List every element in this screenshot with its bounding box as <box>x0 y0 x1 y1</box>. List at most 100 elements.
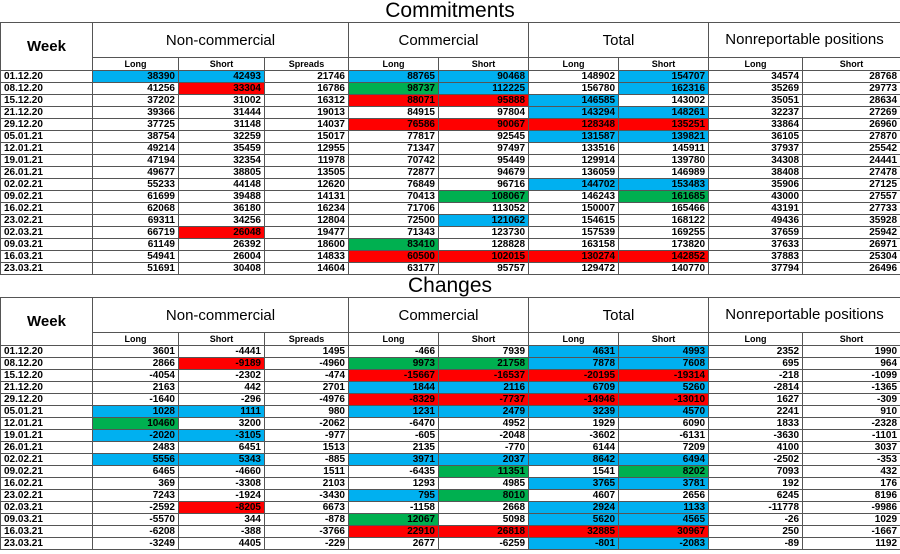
table-row: 23.02.21 7243 -1924 -3430 795 8010 4607 2656 624… <box>0 489 900 502</box>
value-cell: 33864 <box>708 118 804 131</box>
table-row: 26.01.21 2483 6451 1513 2135 -770 6144 7209 4100… <box>0 441 900 454</box>
value-cell: 5098 <box>437 513 530 526</box>
value-cell: 90468 <box>437 70 530 83</box>
value-cell: -6470 <box>348 417 439 430</box>
value-cell: 70742 <box>348 154 439 167</box>
value-cell: 38805 <box>178 166 265 179</box>
value-cell: 1511 <box>264 465 349 478</box>
value-cell: -1101 <box>802 429 900 442</box>
value-cell: 1541 <box>528 465 620 478</box>
value-cell: -1365 <box>802 381 900 394</box>
total-header: Total <box>528 22 710 58</box>
value-cell: -388 <box>178 525 265 538</box>
value-cell: 8010 <box>437 489 530 502</box>
value-cell: 66719 <box>92 226 179 239</box>
value-cell: 34574 <box>708 70 804 83</box>
commercial-header: Commercial <box>347 297 530 333</box>
week-date: 15.12.20 <box>0 369 93 382</box>
value-cell: 26004 <box>178 250 265 263</box>
week-date: 09.03.21 <box>0 513 93 526</box>
value-cell: 27870 <box>802 130 900 143</box>
value-cell: 76586 <box>348 118 439 131</box>
value-cell: -6259 <box>437 537 530 550</box>
table-row: 15.12.20 -4054 -2302 -474 -15667 -16537 -20195… <box>0 369 900 382</box>
value-cell: 157539 <box>528 226 620 239</box>
value-cell: 1029 <box>802 513 900 526</box>
value-cell: 25304 <box>802 250 900 263</box>
value-cell: 16234 <box>264 202 349 215</box>
value-cell: 6709 <box>528 381 620 394</box>
value-cell: 129914 <box>528 154 620 167</box>
value-cell: 61149 <box>92 238 179 251</box>
value-cell: -1924 <box>178 489 265 502</box>
value-cell: 113052 <box>437 202 530 215</box>
column-header: Short <box>618 332 710 346</box>
value-cell: 12955 <box>264 142 349 155</box>
week-date: 26.01.21 <box>0 441 93 454</box>
value-cell: 47194 <box>92 154 179 167</box>
week-date: 09.03.21 <box>0 238 93 251</box>
value-cell: 2037 <box>437 453 530 466</box>
value-cell: 42493 <box>178 70 265 83</box>
value-cell: 54941 <box>92 250 179 263</box>
value-cell: -2328 <box>802 417 900 430</box>
value-cell: 27125 <box>802 178 900 191</box>
value-cell: 13505 <box>264 166 349 179</box>
value-cell: 153483 <box>618 178 710 191</box>
value-cell: -20195 <box>528 369 620 382</box>
value-cell: 19477 <box>264 226 349 239</box>
value-cell: 83410 <box>348 238 439 251</box>
value-cell: 37202 <box>92 94 179 107</box>
value-cell: -2592 <box>92 501 179 514</box>
value-cell: 41256 <box>92 82 179 95</box>
value-cell: 154615 <box>528 214 620 227</box>
value-cell: -1667 <box>802 525 900 538</box>
value-cell: 142852 <box>618 250 710 263</box>
value-cell: 148261 <box>618 106 710 119</box>
value-cell: 5260 <box>618 381 710 394</box>
week-date: 19.01.21 <box>0 154 93 167</box>
week-date: 05.01.21 <box>0 130 93 143</box>
value-cell: 135251 <box>618 118 710 131</box>
table-row: 02.02.21 55233 44148 12620 76849 96716 144702 1… <box>0 178 900 191</box>
value-cell: 4631 <box>528 345 620 358</box>
value-cell: 37659 <box>708 226 804 239</box>
value-cell: 25542 <box>802 142 900 155</box>
value-cell: 7209 <box>618 441 710 454</box>
value-cell: 163158 <box>528 238 620 251</box>
value-cell: 16312 <box>264 94 349 107</box>
value-cell: 11351 <box>437 465 530 478</box>
week-date: 26.01.21 <box>0 166 93 179</box>
value-cell: -4441 <box>178 345 265 358</box>
value-cell: 69311 <box>92 214 179 227</box>
value-cell: 71706 <box>348 202 439 215</box>
value-cell: -801 <box>528 537 620 550</box>
table-row: 02.03.21 -2592 -8205 6673 -1158 2668 2924 1133-… <box>0 501 900 514</box>
value-cell: -218 <box>708 369 804 382</box>
value-cell: -19314 <box>618 369 710 382</box>
value-cell: 24441 <box>802 154 900 167</box>
value-cell: 8642 <box>528 453 620 466</box>
value-cell: -26 <box>708 513 804 526</box>
value-cell: 12620 <box>264 178 349 191</box>
value-cell: 28768 <box>802 70 900 83</box>
value-cell: 49436 <box>708 214 804 227</box>
nonreportable-header: Nonreportable positions <box>708 297 900 333</box>
week-date: 02.02.21 <box>0 453 93 466</box>
column-header: Long <box>348 332 439 346</box>
value-cell: 108067 <box>437 190 530 203</box>
value-cell: 39366 <box>92 106 179 119</box>
value-cell: -977 <box>264 429 349 442</box>
value-cell: 21758 <box>437 357 530 370</box>
column-header: Short <box>802 57 900 71</box>
column-header: Long <box>348 57 439 71</box>
table-row: 08.12.20 41256 33304 16786 98737 112225 156780… <box>0 82 900 95</box>
value-cell: 162316 <box>618 82 710 95</box>
value-cell: 131587 <box>528 130 620 143</box>
value-cell: 62068 <box>92 202 179 215</box>
week-date: 02.03.21 <box>0 226 93 239</box>
value-cell: -9986 <box>802 501 900 514</box>
value-cell: 146989 <box>618 166 710 179</box>
value-cell: -1158 <box>348 501 439 514</box>
commercial-header: Commercial <box>347 22 530 58</box>
